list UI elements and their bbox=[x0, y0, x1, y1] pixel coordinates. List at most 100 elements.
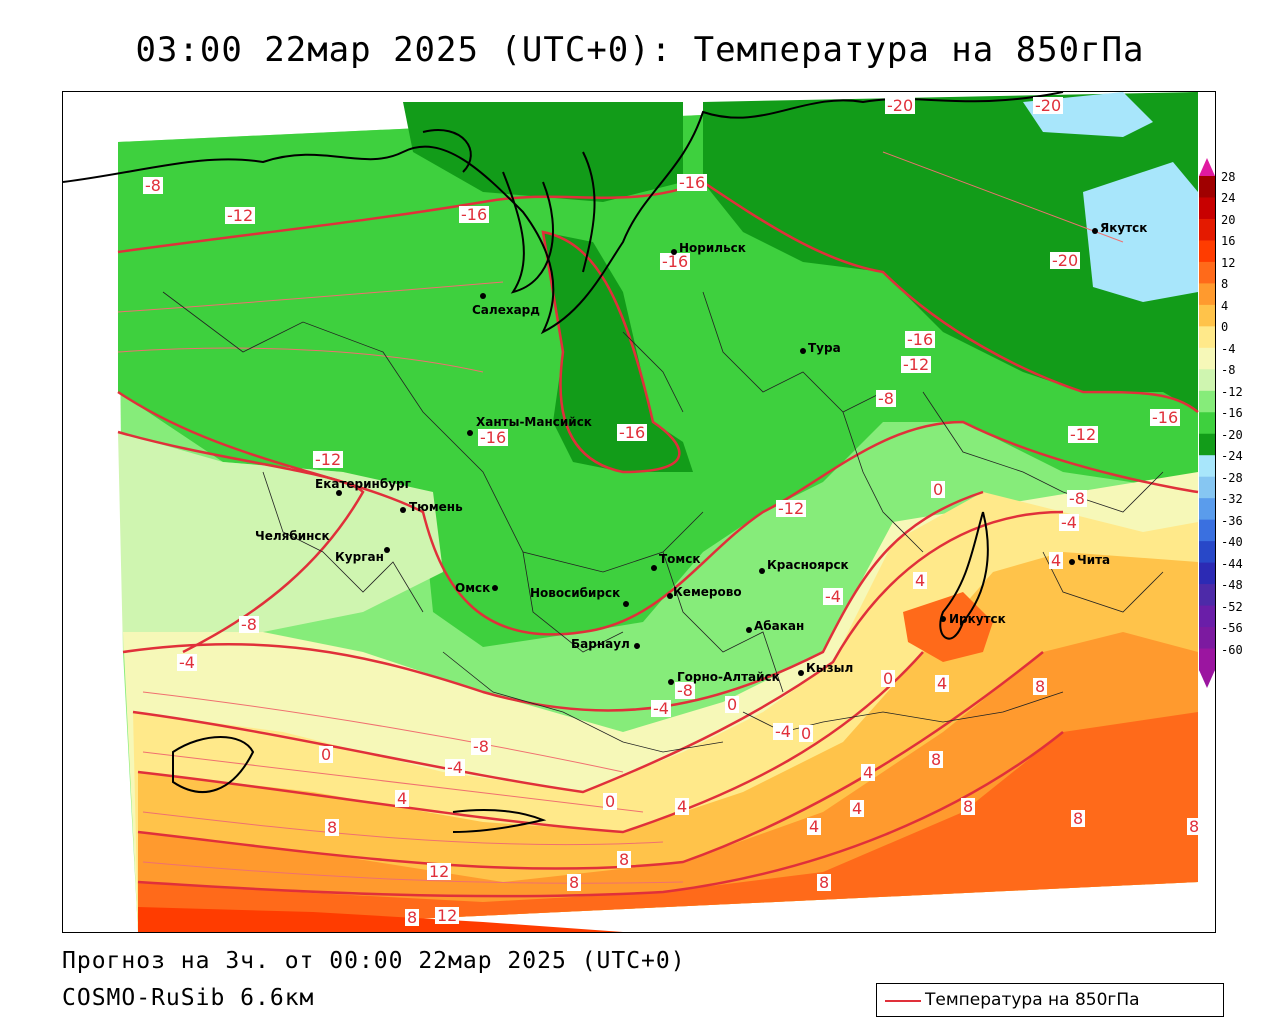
legend-box: Температура на 850гПа bbox=[876, 983, 1224, 1017]
colorbar-tick-label: 8 bbox=[1221, 277, 1229, 292]
city-marker bbox=[467, 430, 473, 436]
colorbar-cell bbox=[1199, 627, 1215, 650]
isotherm-label: -4 bbox=[177, 653, 197, 672]
isotherm-lines bbox=[117, 180, 1199, 898]
isotherm-label: -8 bbox=[1067, 489, 1087, 508]
colorbar-cell bbox=[1199, 584, 1215, 607]
colorbar-cell bbox=[1199, 390, 1215, 413]
city-label-yekaterinburg[interactable]: Екатеринбург bbox=[315, 477, 411, 491]
colorbar-tick-label: -60 bbox=[1221, 642, 1243, 657]
isotherm-label: -8 bbox=[876, 389, 896, 408]
city-label-tomsk[interactable]: Томск bbox=[659, 552, 701, 566]
isotherm-label: 4 bbox=[850, 799, 865, 818]
isotherm-label: 4 bbox=[935, 674, 950, 693]
isotherm-label: 12 bbox=[435, 906, 460, 925]
city-marker bbox=[1069, 559, 1075, 565]
city-marker bbox=[1092, 228, 1098, 234]
city-marker bbox=[940, 616, 946, 622]
isotherm-label: 4 bbox=[913, 571, 928, 590]
city-label-kemerovo[interactable]: Кемерово bbox=[673, 585, 742, 599]
city-label-chita[interactable]: Чита bbox=[1077, 553, 1111, 567]
isotherm-label: -12 bbox=[776, 499, 807, 518]
colorbar-tick-label: 12 bbox=[1221, 255, 1236, 270]
field-minus16-top bbox=[403, 102, 683, 202]
colorbar-cell bbox=[1199, 412, 1215, 435]
isotherm-label: 0 bbox=[319, 745, 334, 764]
isotherm-label: -4 bbox=[773, 722, 793, 741]
city-label-novosibirsk[interactable]: Новосибирск bbox=[530, 586, 621, 600]
city-label-khanty-mansiysk[interactable]: Ханты-Мансийск bbox=[476, 415, 592, 429]
city-marker bbox=[336, 490, 342, 496]
colorbar-cell bbox=[1199, 562, 1215, 585]
city-marker bbox=[667, 593, 673, 599]
city-label-gorno-altaysk[interactable]: Горно-Алтайск bbox=[677, 670, 780, 684]
city-marker bbox=[492, 585, 498, 591]
colorbar-tick-label: 20 bbox=[1221, 212, 1236, 227]
colorbar-tick-label: -16 bbox=[1221, 406, 1243, 421]
colorbar-cell bbox=[1199, 304, 1215, 327]
city-label-salekhard[interactable]: Салехард bbox=[472, 303, 540, 317]
map-canvas bbox=[63, 92, 1199, 932]
colorbar-tick-label: -40 bbox=[1221, 535, 1243, 550]
colorbar-tick-label: -24 bbox=[1221, 449, 1243, 464]
colorbar-cell bbox=[1199, 261, 1215, 284]
isotherm-label: -16 bbox=[1150, 408, 1181, 427]
isotherm-minus8-mid bbox=[117, 430, 365, 654]
city-label-tura[interactable]: Тура bbox=[808, 341, 841, 355]
model-info: COSMO-RuSib 6.6км bbox=[62, 985, 315, 1011]
isotherm-label: 4 bbox=[395, 789, 410, 808]
city-marker bbox=[746, 627, 752, 633]
isotherm-label: -16 bbox=[905, 330, 936, 349]
legend-label: Температура на 850гПа bbox=[925, 990, 1140, 1010]
colorbar-cell bbox=[1199, 541, 1215, 564]
colorbar-tick-label: -8 bbox=[1221, 363, 1236, 378]
temperature-map[interactable]: -20 -20 -16 -16 -16 -20 -16 -12 -8 -16 -… bbox=[62, 91, 1216, 933]
city-label-norilsk[interactable]: Норильск bbox=[679, 241, 746, 255]
isotherm-label: -16 bbox=[478, 428, 509, 447]
colorbar-tick-label: 24 bbox=[1221, 191, 1236, 206]
isotherm-label: 0 bbox=[881, 669, 896, 688]
city-label-omsk[interactable]: Омск bbox=[455, 581, 491, 595]
city-label-kurgan[interactable]: Курган bbox=[335, 550, 384, 564]
isotherm-label: -4 bbox=[1059, 513, 1079, 532]
isotherm-minus12-mid bbox=[117, 390, 1199, 636]
field-minus16-yamal bbox=[543, 232, 693, 472]
city-label-chelyabinsk[interactable]: Челябинск bbox=[255, 529, 330, 543]
city-label-barnaul[interactable]: Барнаул bbox=[571, 637, 630, 651]
isotherm-label: 8 bbox=[405, 908, 420, 927]
colorbar-cell bbox=[1199, 176, 1215, 198]
city-label-krasnoyarsk[interactable]: Красноярск bbox=[767, 558, 849, 572]
city-label-yakutsk[interactable]: Якутск bbox=[1100, 221, 1148, 235]
forecast-info: Прогноз на 3ч. от 00:00 22мар 2025 (UTC+… bbox=[62, 948, 686, 974]
city-label-tyumen[interactable]: Тюмень bbox=[409, 500, 463, 514]
colorbar-tick-label: -4 bbox=[1221, 341, 1236, 356]
coastline-balkhash bbox=[172, 736, 255, 793]
isotherm-label: 4 bbox=[861, 763, 876, 782]
city-label-abakan[interactable]: Абакан bbox=[754, 619, 805, 633]
isotherm-label: 0 bbox=[799, 724, 814, 743]
isotherm-label: -8 bbox=[471, 737, 491, 756]
coastline-yamal bbox=[502, 171, 554, 294]
isotherm-label: -20 bbox=[885, 96, 916, 115]
city-marker bbox=[634, 643, 640, 649]
isotherm-label: 8 bbox=[961, 797, 976, 816]
coastlines bbox=[63, 92, 1064, 833]
colorbar-tick-label: -56 bbox=[1221, 621, 1243, 636]
field-12 bbox=[138, 712, 1198, 932]
isotherm-label: -8 bbox=[675, 681, 695, 700]
isotherm-label: 4 bbox=[1049, 551, 1064, 570]
colorbar-tick-label: -36 bbox=[1221, 513, 1243, 528]
colorbar-arrow-top bbox=[1199, 158, 1215, 176]
isotherm-label: -12 bbox=[225, 206, 256, 225]
isotherm-8 bbox=[137, 651, 1044, 870]
colorbar-tick-label: -12 bbox=[1221, 384, 1243, 399]
isotherm-label: 8 bbox=[817, 873, 832, 892]
isotherm-0 bbox=[132, 510, 1064, 794]
city-label-kyzyl[interactable]: Кызыл bbox=[806, 661, 854, 675]
isotherm-label: -4 bbox=[445, 758, 465, 777]
isotherm-label: -16 bbox=[677, 173, 708, 192]
isotherm-4 bbox=[137, 651, 924, 834]
isotherm-label: 8 bbox=[1187, 817, 1202, 836]
isotherm-label: -20 bbox=[1050, 251, 1081, 270]
city-label-irkutsk[interactable]: Иркутск bbox=[949, 612, 1006, 626]
